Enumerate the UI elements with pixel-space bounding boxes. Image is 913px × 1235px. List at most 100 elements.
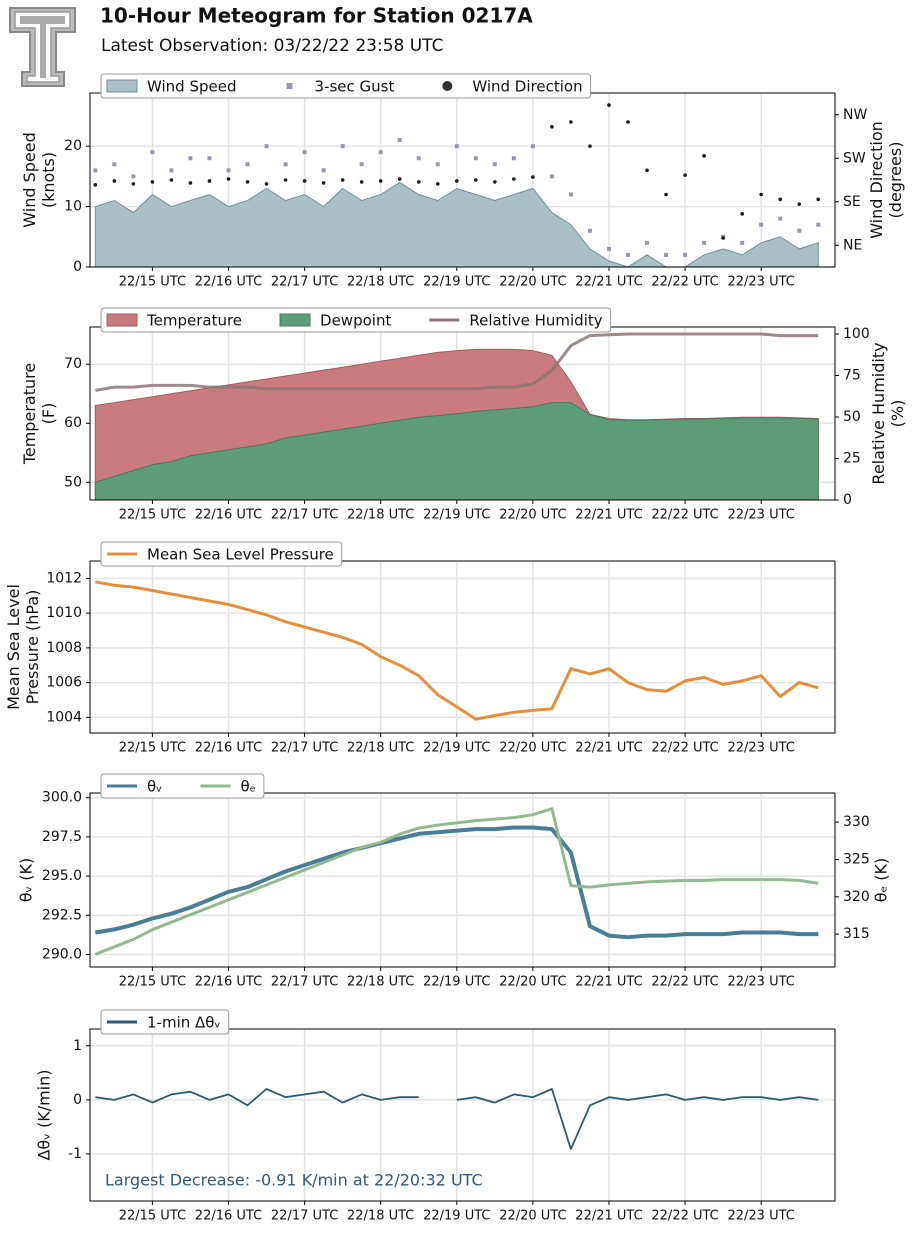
subtitle: Latest Observation: 03/22/22 23:58 UTC (101, 36, 443, 56)
direction-point (321, 181, 326, 185)
gust-point (568, 192, 573, 197)
y2-tick-label: 325 (843, 851, 870, 867)
y2-tick-label: NE (843, 237, 862, 253)
y-axis-label: Pressure (hPa) (23, 590, 42, 705)
direction-point (607, 103, 611, 107)
direction-point (683, 173, 687, 177)
gust-point (587, 228, 592, 233)
y2-tick-label: 320 (843, 889, 870, 905)
direction-point (226, 177, 231, 181)
y2-axis-label: θₑ (K) (872, 858, 891, 903)
y2-tick-label: 100 (843, 326, 870, 342)
y-axis-label: (F) (39, 403, 58, 425)
gust-point (169, 168, 174, 173)
panel: 22/15 UTC 22/16 UTC 22/17 UTC 22/18 UTC 22/1… (20, 307, 907, 523)
x-tick-label: 22/18 UTC (347, 1209, 414, 1224)
y-tick-label: 1010 (46, 605, 82, 621)
y2-tick-label: 315 (843, 926, 870, 942)
gust-point (226, 168, 231, 173)
legend: 1-min Δθᵥ (100, 1009, 230, 1035)
y2-axis-label: (degrees) (886, 142, 905, 219)
gust-point (340, 144, 345, 149)
x-tick-label: 22/22 UTC (651, 975, 718, 990)
gust-point (416, 156, 421, 161)
y2-tick-label: 330 (843, 814, 870, 830)
gust-point (112, 162, 117, 167)
plot-frame (89, 792, 836, 968)
gust-point (397, 138, 402, 143)
y2-tick-label: 50 (843, 409, 861, 425)
gust-point (511, 156, 516, 161)
x-tick-label: 22/22 UTC (651, 1209, 718, 1224)
gust-point (530, 144, 535, 149)
legend-box (100, 773, 265, 799)
gust-point (683, 252, 688, 257)
x-tick-label: 22/16 UTC (195, 275, 262, 290)
area (94, 181, 819, 268)
x-tick-label: 22/18 UTC (347, 741, 414, 756)
line (94, 807, 819, 956)
direction-point (550, 125, 554, 129)
y-tick-label: 292.5 (42, 907, 82, 923)
panel: 22/15 UTC 22/16 UTC 22/17 UTC 22/18 UTC 22/1… (17, 773, 891, 990)
direction-point (340, 178, 345, 182)
x-tick-label: 22/15 UTC (119, 975, 186, 990)
direction-point (474, 178, 478, 182)
x-tick-label: 22/23 UTC (727, 741, 794, 756)
panel: 22/15 UTC 22/16 UTC 22/17 UTC 22/18 UTC 22/1… (35, 1009, 836, 1224)
x-tick-label: 22/19 UTC (423, 275, 490, 290)
gust-point (188, 156, 193, 161)
legend: Temperature Dewpoint Relative Humidity (100, 307, 612, 333)
line (95, 580, 819, 721)
gust-point (321, 168, 326, 173)
legend-box (100, 1009, 230, 1035)
x-tick-label: 22/23 UTC (727, 275, 794, 290)
y-tick-label: 0 (73, 259, 82, 275)
line (95, 332, 819, 392)
direction-point (816, 197, 821, 202)
legend-label: Wind Direction (472, 78, 582, 96)
direction-point (112, 179, 117, 183)
gust-point (245, 162, 250, 167)
gust-point (626, 252, 631, 257)
x-tick-label: 22/19 UTC (423, 975, 490, 990)
legend-label: Dewpoint (320, 312, 391, 330)
x-tick-label: 22/23 UTC (727, 975, 794, 990)
x-tick-label: 22/21 UTC (575, 508, 642, 523)
legend-label: 1-min Δθᵥ (147, 1014, 221, 1032)
gust-point (816, 222, 821, 227)
x-tick-label: 22/22 UTC (651, 275, 718, 290)
y2-axis-label: Relative Humidity (869, 342, 888, 484)
legend-box (100, 307, 612, 333)
y2-tick-label: 0 (843, 492, 852, 508)
y-tick-label: 1004 (46, 709, 82, 725)
annotation: Largest Decrease: -0.91 K/min at 22/20:3… (105, 1171, 483, 1190)
x-tick-label: 22/15 UTC (119, 275, 186, 290)
legend-box (100, 73, 592, 99)
x-tick-label: 22/20 UTC (499, 275, 566, 290)
direction-point (569, 120, 573, 124)
x-tick-label: 22/18 UTC (347, 508, 414, 523)
legend-swatch (286, 83, 293, 89)
y-tick-label: 1008 (46, 640, 82, 656)
legend-label: Temperature (146, 312, 242, 330)
x-tick-label: 22/18 UTC (347, 275, 414, 290)
area (94, 402, 819, 501)
y-tick-label: 50 (64, 474, 82, 490)
x-tick-label: 22/15 UTC (119, 741, 186, 756)
direction-point (493, 180, 497, 184)
gust-point (645, 240, 650, 245)
x-tick-label: 22/18 UTC (347, 975, 414, 990)
gust-point (664, 252, 669, 257)
direction-point (797, 202, 802, 206)
legend-swatch (106, 79, 138, 93)
gust-point (435, 162, 440, 167)
legend-label: θₑ (240, 778, 255, 796)
direction-point (664, 192, 668, 197)
y2-axis-label: (%) (888, 400, 907, 428)
direction-point (778, 197, 783, 202)
y2-tick-label: SE (843, 194, 861, 210)
legend: Wind Speed 3-sec Gust Wind Direction (100, 73, 592, 99)
gust-point (150, 150, 155, 155)
gust-point (797, 228, 802, 233)
